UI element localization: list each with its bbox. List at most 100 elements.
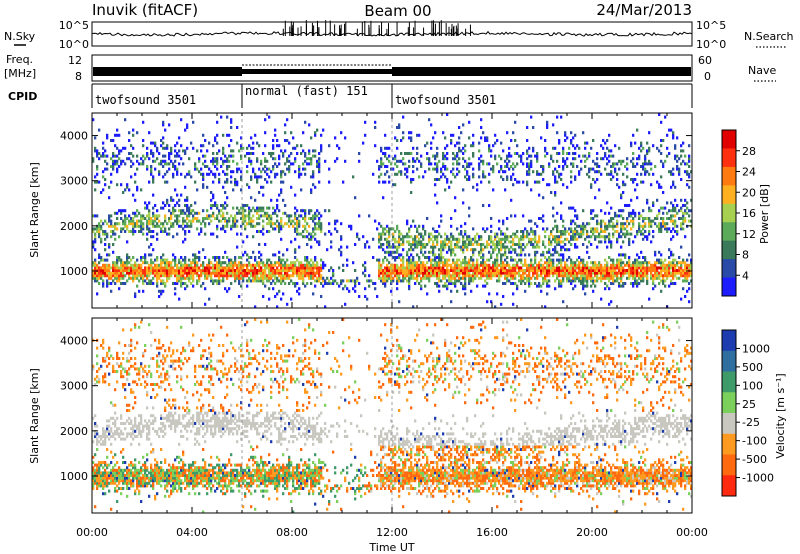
heatmap-cell [264,274,267,278]
heatmap-cell [584,284,587,288]
heatmap-cell [542,196,545,200]
heatmap-cell [278,224,281,228]
heatmap-cell [556,274,559,278]
heatmap-cell [398,170,401,174]
heatmap-cell [266,172,269,176]
heatmap-cell [148,230,151,233]
heatmap-cell [512,258,515,262]
heatmap-cell [566,271,569,275]
heatmap-cell [202,172,205,176]
heatmap-cell [150,149,153,153]
heatmap-cell [172,165,175,168]
heatmap-cell [280,271,283,275]
heatmap-cell [630,263,633,267]
heatmap-cell [566,136,569,140]
heatmap-cell [146,146,149,150]
heatmap-cell [162,279,165,283]
heatmap-cell [488,292,491,296]
heatmap-cell [388,232,391,236]
heatmap-cell [402,131,405,135]
heatmap-cell [556,211,559,215]
heatmap-cell [578,266,581,270]
heatmap-cell [162,274,165,278]
heatmap-cell [444,146,447,150]
heatmap-cell [264,276,267,280]
heatmap-cell [158,170,161,174]
heatmap-cell [642,224,645,228]
heatmap-cell [530,219,533,223]
heatmap-cell [170,224,173,228]
heatmap-cell [636,196,639,200]
heatmap-cell [672,222,675,226]
heatmap-cell [594,196,597,200]
heatmap-cell [118,209,121,213]
heatmap-cell [102,170,105,174]
heatmap-cell [510,240,513,244]
heatmap-cell [142,232,145,236]
heatmap-cell [164,274,167,278]
heatmap-cell [402,237,405,241]
heatmap-cell [672,180,675,184]
heatmap-cell [286,139,289,142]
heatmap-cell [614,279,617,283]
heatmap-cell [514,250,517,254]
heatmap-cell [216,162,219,166]
heatmap-cell [404,172,407,176]
heatmap-cell [470,289,473,293]
heatmap-cell [632,219,635,223]
heatmap-cell [496,266,499,270]
heatmap-cell [238,269,241,272]
heatmap-cell [552,261,555,265]
heatmap-cell [598,263,601,267]
heatmap-cell [616,224,619,228]
heatmap-cell [426,157,429,161]
heatmap-cell [456,258,459,262]
heatmap-cell [470,144,473,148]
heatmap-cell [630,159,633,163]
heatmap-cell [114,144,117,148]
heatmap-cell [500,302,503,306]
heatmap-cell [388,250,391,254]
heatmap-cell [386,230,389,233]
heatmap-cell [254,258,257,262]
heatmap-cell [538,269,541,272]
heatmap-cell [222,269,225,272]
heatmap-cell [224,230,227,233]
heatmap-cell [314,133,317,137]
heatmap-cell [140,230,143,233]
heatmap-cell [582,282,585,285]
heatmap-cell [232,266,235,270]
heatmap-cell [412,256,415,259]
heatmap-cell [408,276,411,280]
heatmap-cell [658,266,661,270]
heatmap-cell [238,211,241,215]
heatmap-cell [180,266,183,270]
heatmap-cell [262,279,265,283]
heatmap-cell [246,183,249,187]
heatmap-cell [668,266,671,270]
heatmap-cell [604,271,607,275]
heatmap-cell [546,279,549,283]
heatmap-cell [198,269,201,272]
heatmap-cell [610,178,613,181]
heatmap-cell [270,222,273,226]
heatmap-cell [426,276,429,280]
heatmap-cell [584,237,587,241]
heatmap-cell [126,261,129,265]
heatmap-cell [224,287,227,291]
heatmap-cell [662,263,665,267]
heatmap-cell [552,269,555,272]
heatmap-cell [436,167,439,171]
heatmap-cell [228,159,231,163]
heatmap-cell [334,136,337,140]
heatmap-cell [188,219,191,223]
heatmap-cell [264,170,267,174]
heatmap-cell [168,204,171,207]
heatmap-cell [408,235,411,239]
heatmap-cell [584,271,587,275]
heatmap-cell [570,222,573,226]
heatmap-cell [414,243,417,246]
heatmap-cell [500,165,503,168]
heatmap-cell [514,235,517,239]
